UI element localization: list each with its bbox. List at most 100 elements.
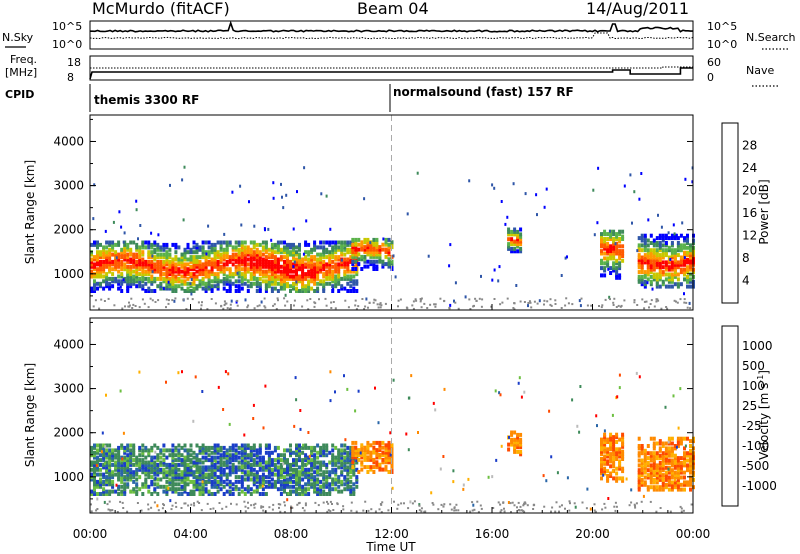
- power-cell: [689, 248, 692, 253]
- velocity-cell: [640, 473, 644, 478]
- power-cell: [310, 262, 314, 267]
- power-cell: [334, 274, 338, 279]
- velocity-cell: [655, 451, 659, 456]
- power-ground: [253, 307, 256, 310]
- power-ground: [675, 300, 677, 303]
- velocity-cell: [153, 462, 157, 467]
- velocity-ground: [680, 507, 683, 510]
- velocity-cell: [637, 485, 641, 490]
- power-noise: [118, 210, 121, 214]
- power-cell: [243, 281, 247, 286]
- velocity-cell: [126, 475, 130, 480]
- velocity-noise: [154, 476, 157, 480]
- velocity-cell: [283, 482, 286, 487]
- nsky-panel: [89, 20, 694, 40]
- power-ground: [138, 306, 141, 309]
- power-cell: [225, 262, 229, 267]
- velocity-cell: [171, 477, 175, 482]
- velocity-cell: [307, 455, 311, 460]
- velocity-cell: [111, 458, 115, 463]
- power-cell: [658, 265, 662, 270]
- velocity-cell: [150, 462, 154, 467]
- velocity-ground: [519, 505, 522, 508]
- velocity-cell: [349, 475, 353, 480]
- velocity-cell: [646, 473, 650, 478]
- velocity-cell: [261, 482, 265, 487]
- power-cell: [156, 247, 160, 252]
- velocity-cell: [618, 464, 622, 469]
- power-cell: [159, 252, 163, 257]
- power-cell: [307, 286, 311, 291]
- velocity-cell: [689, 458, 692, 463]
- velocity-cell: [313, 460, 317, 465]
- power-noise: [137, 237, 139, 241]
- power-cell: [603, 251, 607, 256]
- velocity-cell: [606, 474, 610, 478]
- power-cell: [123, 257, 127, 262]
- power-cell: [204, 259, 208, 264]
- power-cell: [198, 259, 202, 264]
- power-cell: [111, 276, 115, 281]
- velocity-ground: [119, 500, 122, 503]
- power-ground: [121, 307, 124, 310]
- power-cell: [114, 279, 118, 284]
- velocity-cell: [609, 437, 613, 442]
- power-noise: [608, 295, 611, 299]
- power-cell: [683, 250, 686, 255]
- velocity-cell: [108, 482, 112, 487]
- power-cell: [366, 245, 370, 250]
- power-cell: [283, 284, 286, 289]
- velocity-cell: [661, 475, 665, 480]
- velocity-cell: [210, 445, 214, 450]
- power-cell: [340, 259, 344, 264]
- power-noise: [120, 225, 123, 229]
- velocity-cell: [240, 477, 244, 482]
- velocity-cell: [328, 484, 332, 489]
- power-cell: [156, 264, 160, 269]
- power-cell: [126, 269, 130, 274]
- velocity-cell: [204, 479, 208, 484]
- velocity-cell: [144, 470, 148, 475]
- power-ground: [686, 306, 689, 309]
- power-cell: [207, 240, 211, 245]
- velocity-cell: [349, 470, 353, 475]
- velocity-cell: [328, 450, 332, 455]
- velocity-cell: [676, 468, 680, 473]
- velocity-noise: [430, 491, 433, 495]
- velocity-cell: [349, 489, 353, 494]
- velocity-cell: [343, 462, 347, 467]
- power-cell: [646, 267, 650, 272]
- velocity-cell: [195, 462, 199, 467]
- power-cell: [198, 264, 202, 269]
- power-cell: [295, 289, 298, 293]
- power-cell: [652, 267, 656, 272]
- power-cell: [612, 263, 616, 268]
- velocity-cell: [219, 477, 223, 482]
- velocity-cell: [162, 462, 166, 467]
- power-cell: [322, 262, 326, 267]
- velocity-cell: [658, 485, 662, 490]
- velocity-cell: [310, 458, 314, 463]
- velocity-cell: [264, 465, 268, 470]
- velocity-cell: [369, 465, 373, 470]
- power-cell: [237, 242, 241, 247]
- power-cell: [255, 259, 259, 264]
- power-cell: [689, 255, 692, 260]
- power-cell: [123, 264, 127, 269]
- power-noise: [392, 254, 395, 258]
- power-cell: [286, 281, 289, 286]
- power-cell: [378, 245, 382, 250]
- velocity-cell: [340, 460, 344, 465]
- power-cell: [162, 279, 166, 284]
- power-cell: [673, 233, 677, 238]
- power-cell: [507, 237, 511, 242]
- velocity-cell: [129, 467, 133, 472]
- power-ground: [604, 298, 607, 301]
- velocity-cell: [357, 470, 361, 474]
- freq-trace: [90, 66, 693, 69]
- power-cell: [615, 273, 619, 278]
- velocity-noise: [115, 483, 118, 487]
- velocity-cell: [177, 455, 181, 460]
- power-cell: [316, 272, 320, 277]
- power-cell: [201, 255, 205, 260]
